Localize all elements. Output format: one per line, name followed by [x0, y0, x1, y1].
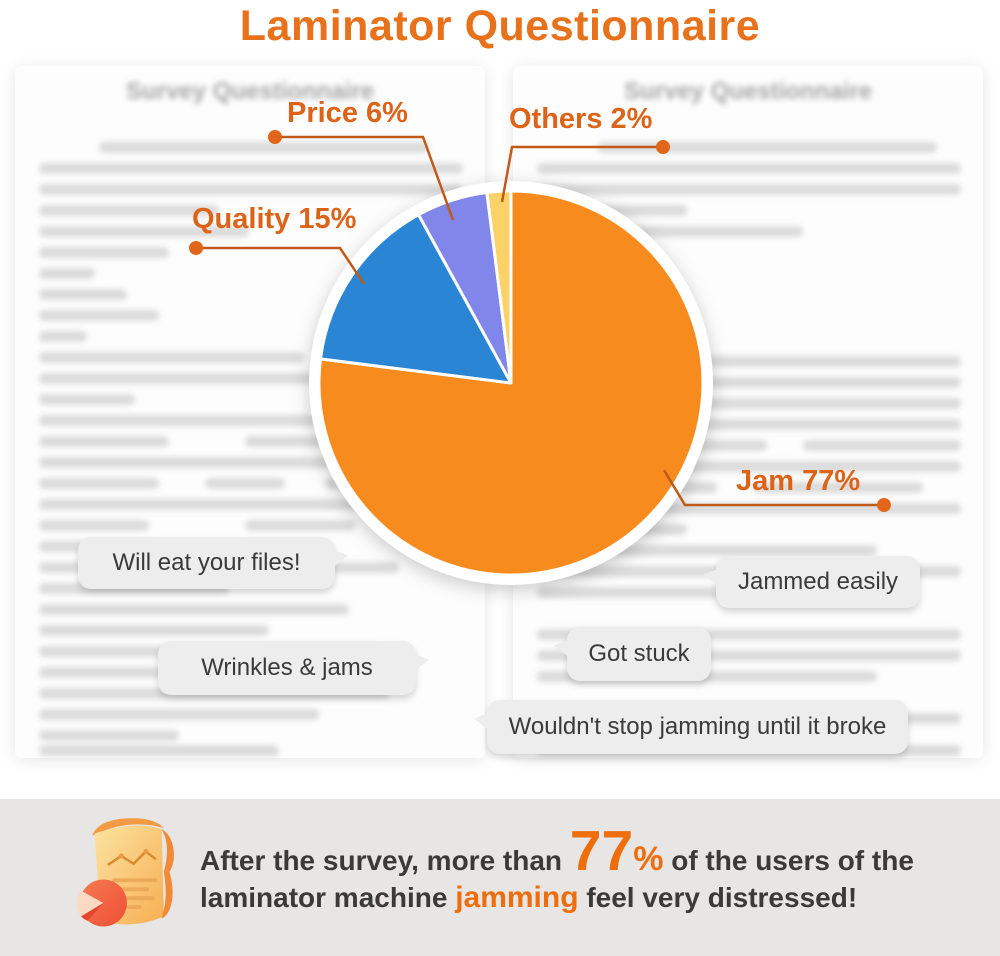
blurred-text-line	[39, 730, 179, 741]
callout-label-jam: Jam 77%	[736, 465, 861, 497]
blurred-text-line	[537, 482, 717, 493]
callout-label-price: Price 6%	[287, 97, 408, 129]
blurred-text-line	[537, 356, 961, 367]
quote-bubble-text: Wouldn't stop jamming until it broke	[508, 713, 887, 740]
footer-line-1: After the survey, more than 77 % of the …	[200, 819, 914, 883]
blurred-text-line	[39, 478, 159, 489]
background-document-right-title: Survey Questionnaire	[623, 78, 873, 105]
blurred-text-line	[39, 247, 169, 258]
blurred-text-line	[573, 226, 803, 237]
blurred-text-line	[39, 352, 304, 363]
pie-slice-others	[485, 189, 513, 385]
blurred-text-line	[537, 461, 961, 472]
quote-bubble-wrinkles-and-jams: Wrinkles & jams	[158, 641, 429, 695]
blurred-text-line	[39, 268, 95, 279]
blurred-text-line	[537, 587, 837, 598]
blurred-text-line	[39, 604, 349, 615]
blurred-text-line	[245, 436, 375, 447]
blurred-text-line	[39, 667, 169, 678]
blurred-text-line	[39, 184, 463, 195]
footer-text-after-highlight: feel very distressed!	[578, 882, 858, 913]
blurred-text-line	[537, 524, 687, 535]
blurred-text-line	[39, 163, 463, 174]
blurred-text-line	[39, 415, 439, 426]
blurred-text-line	[537, 419, 961, 430]
survey-report-icon	[77, 818, 174, 927]
page-title: Laminator Questionnaire	[239, 2, 761, 50]
blurred-text-line	[537, 184, 961, 195]
blurred-text-line	[39, 436, 169, 447]
footer-big-number: 77	[569, 819, 634, 883]
quote-bubble-text: Will eat your files!	[112, 549, 301, 576]
blurred-text-line	[537, 629, 961, 640]
blurred-text-line	[537, 377, 961, 388]
blurred-text-line	[39, 457, 369, 468]
quote-bubble-got-stuck: Got stuck	[554, 627, 711, 681]
blurred-text-line	[39, 310, 159, 321]
blurred-text-line	[325, 478, 439, 489]
footer-text-before-highlight: laminator machine	[200, 882, 456, 913]
quote-bubble-wouldnt-stop-jamming: Wouldn't stop jamming until it broke	[474, 700, 908, 754]
footer-text-before-number: After the survey, more than	[200, 845, 570, 876]
blurred-text-line	[537, 163, 961, 174]
blurred-text-line	[205, 478, 285, 489]
blurred-text-line	[99, 142, 429, 153]
callout-label-quality: Quality 15%	[192, 203, 357, 235]
blurred-text-line	[597, 142, 937, 153]
blurred-text-line	[537, 650, 961, 661]
blurred-text-line	[39, 394, 135, 405]
blurred-text-line	[39, 709, 319, 720]
blurred-text-line	[537, 398, 961, 409]
quote-bubble-jammed-easily: Jammed easily	[703, 556, 920, 608]
quote-bubble-will-eat-your-files: Will eat your files!	[78, 537, 348, 589]
quote-bubble-text: Got stuck	[588, 640, 690, 667]
footer-band: After the survey, more than 77 % of the …	[0, 799, 1000, 956]
blurred-text-line	[39, 520, 149, 531]
blurred-text-line	[537, 503, 961, 514]
footer-line-2: laminator machine jamming feel very dist…	[200, 881, 914, 915]
blurred-text-line	[39, 373, 463, 384]
blurred-text-line	[39, 226, 249, 237]
blurred-text-line	[39, 331, 87, 342]
blurred-text-line	[39, 625, 269, 636]
footer-text-after-number: of the users of the	[663, 845, 914, 876]
blurred-text-line	[39, 205, 219, 216]
blurred-text-line	[39, 541, 99, 552]
blurred-text-line	[245, 520, 355, 531]
footer-percent-sign: %	[633, 840, 664, 878]
blurred-text-line	[39, 745, 279, 756]
callout-label-others: Others 2%	[509, 103, 653, 135]
blurred-text-line	[803, 440, 961, 451]
background-document-left-title: Survey Questionnaire	[125, 78, 375, 105]
footer-statement: After the survey, more than 77 % of the …	[200, 819, 914, 915]
blurred-text-line	[537, 205, 687, 216]
quote-bubble-text: Jammed easily	[737, 568, 899, 595]
blurred-text-line	[537, 440, 767, 451]
blurred-text-line	[39, 499, 459, 510]
blurred-text-line	[537, 545, 877, 556]
quote-bubble-text: Wrinkles & jams	[201, 654, 373, 681]
footer-highlight-word: jamming	[455, 881, 579, 914]
blurred-text-line	[39, 289, 127, 300]
